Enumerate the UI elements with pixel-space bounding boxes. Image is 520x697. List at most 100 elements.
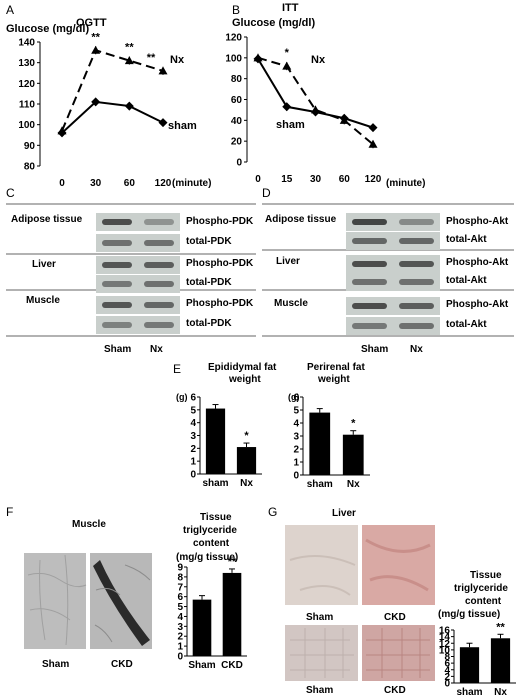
panel-a-xunit: (minute)	[172, 178, 211, 189]
panel-e-epididymal-bar-nx	[236, 447, 257, 474]
panel-d-blot-strip	[346, 213, 440, 231]
panel-a-ylabel: Glucose (mg/dl)	[6, 23, 89, 35]
panel-c-blot-strip	[96, 213, 180, 231]
panel-e-perirenal-bar-nx	[342, 434, 364, 475]
panel-d-blot-strip	[346, 297, 440, 315]
panel-b-x-tick-label: 0	[255, 174, 261, 185]
panel-e-title-2a: Perirenal fat	[307, 362, 365, 373]
panel-g-x-tick-label: Nx	[494, 687, 507, 697]
panel-d-band-nx	[399, 279, 434, 285]
panel-d-band-nx	[399, 219, 434, 225]
panel-g-y-tick-label: 10	[439, 645, 451, 656]
panel-e-epididymal-y-tick-label: 0	[190, 470, 196, 481]
panel-d-col-nx: Nx	[410, 344, 423, 355]
panel-b-letter: B	[232, 3, 240, 17]
panel-c-letter: C	[6, 186, 15, 200]
panel-a-x-tick-label: 0	[59, 178, 65, 189]
panel-a-series-sham-line	[61, 100, 164, 134]
panel-e-title-1b: weight	[228, 374, 261, 385]
panel-d-band-nx	[399, 303, 434, 309]
liver-micrograph-ckd-low	[362, 525, 435, 605]
panel-b-y-tick-label: 100	[225, 53, 242, 64]
panel-d-band-4: total-Akt	[446, 275, 487, 286]
panel-c-band-sham	[102, 240, 132, 246]
panel-d-band-1: Phospho-Akt	[446, 216, 509, 227]
panel-f-ctitle-4: (mg/g tissue)	[176, 552, 238, 563]
panel-c-band-sham	[102, 262, 132, 268]
panel-c-band-nx	[144, 322, 174, 328]
panel-c-band-sham	[102, 219, 132, 225]
panel-b-point-sham	[311, 107, 320, 117]
panel-b-point-sham	[253, 54, 263, 64]
panel-a-point-sham	[57, 128, 67, 138]
panel-d-col-sham: Sham	[361, 344, 388, 355]
panel-a-y-tick-label: 120	[18, 79, 35, 90]
panel-a-point-sham	[91, 97, 101, 107]
panel-g-y-tick-label: 2	[444, 672, 450, 683]
panel-f-ctitle-3: content	[193, 538, 230, 549]
panel-e-chart-1: 0 1 2 3 4 56 sham Nx *	[190, 393, 262, 489]
panel-d-blot-strip	[346, 317, 440, 335]
panel-b-x-tick-label: 120	[365, 174, 382, 185]
panel-e-perirenal-y-tick-label: 4	[293, 419, 299, 430]
panel-g-y-tick-label: 6	[444, 659, 450, 670]
panel-c-blot-strip	[96, 296, 180, 314]
panel-f-y-tick-label: 3	[177, 622, 183, 633]
panel-b-point-sham	[282, 102, 292, 112]
panel-d-blot-strip	[346, 255, 440, 273]
panel-e-perirenal-x-tick-label: sham	[307, 479, 333, 490]
panel-b-y-tick-label: 0	[236, 158, 242, 169]
panel-b-y-tick-label: 80	[231, 74, 243, 85]
panel-e-title-1a: Epididymal fat	[208, 362, 277, 373]
panel-b-sham-label: sham	[276, 119, 305, 131]
panel-a-y-tick-label: 80	[24, 162, 36, 173]
liver-micrograph-ckd-high	[362, 625, 435, 681]
panel-e-perirenal-y-tick-label: 2	[293, 445, 299, 456]
panel-a-x-tick-label: 120	[155, 178, 172, 189]
panel-g-cap-2: CKD	[384, 612, 406, 623]
muscle-micrograph-ckd	[90, 553, 152, 649]
panel-a-y-tick-label: 100	[18, 120, 35, 131]
panel-f-cap-sham: Sham	[42, 659, 69, 670]
panel-c-blot-strip	[96, 234, 180, 252]
panel-f-y-tick-label: 5	[177, 602, 183, 613]
panel-f-cap-ckd: CKD	[111, 659, 133, 670]
panel-d-band-nx	[399, 323, 434, 329]
panel-e-epididymal-y-tick-label: 5	[190, 405, 196, 416]
panel-e-perirenal-y-tick-label: 1	[293, 458, 299, 469]
panel-g-significance-star: **	[496, 621, 505, 633]
liver-micrograph-sham-high	[285, 625, 358, 681]
panel-f-y-tick-label: 9	[177, 563, 183, 574]
panel-a-plot: 80 90 100 110 120 130 140 0 30 60 120 ** ** **	[18, 31, 171, 189]
panel-b-title: ITT	[282, 2, 299, 14]
panel-b-significance-star: *	[285, 47, 290, 59]
panel-c-band-nx	[144, 281, 174, 287]
panel-e-unit-1: (g)	[176, 392, 188, 402]
panel-g-cap-3: Sham	[306, 685, 333, 696]
panel-a-title: OGTT	[76, 17, 107, 29]
muscle-micrograph-sham	[24, 553, 87, 649]
panel-g-bar-sham	[459, 647, 480, 683]
panel-c-band-3: Phospho-PDK	[186, 258, 254, 269]
panel-f-y-tick-label: 6	[177, 592, 183, 603]
panel-g-cap-1: Sham	[306, 612, 333, 623]
panel-f-y-tick-label: 4	[177, 612, 183, 623]
panel-f-x-tick-label: Sham	[188, 660, 215, 671]
panel-e-title-2b: weight	[317, 374, 350, 385]
panel-f-y-tick-label: 2	[177, 632, 183, 643]
panel-a-point-sham	[158, 118, 168, 128]
panel-f-y-tick-label: 1	[177, 642, 183, 653]
panel-a-point-nx	[158, 66, 168, 75]
panel-c-band-1: Phospho-PDK	[186, 216, 254, 227]
panel-d-band-sham	[352, 261, 387, 267]
panel-d-blot-strip	[346, 273, 440, 291]
panel-b-point-nx	[282, 61, 292, 70]
panel-c-band-6: total-PDK	[186, 318, 232, 329]
panel-c-band-nx	[144, 302, 174, 308]
panel-c-col-sham: Sham	[104, 344, 131, 355]
panel-c-blot-strip	[96, 316, 180, 334]
panel-e-perirenal-y-tick-label: 0	[293, 471, 299, 482]
panel-b-plot: 0 20 40 60 80 100 120 0 15 30 60 120 *	[225, 33, 381, 186]
panel-e-epididymal-significance-star: *	[244, 430, 249, 442]
panel-a-point-nx	[91, 45, 101, 54]
